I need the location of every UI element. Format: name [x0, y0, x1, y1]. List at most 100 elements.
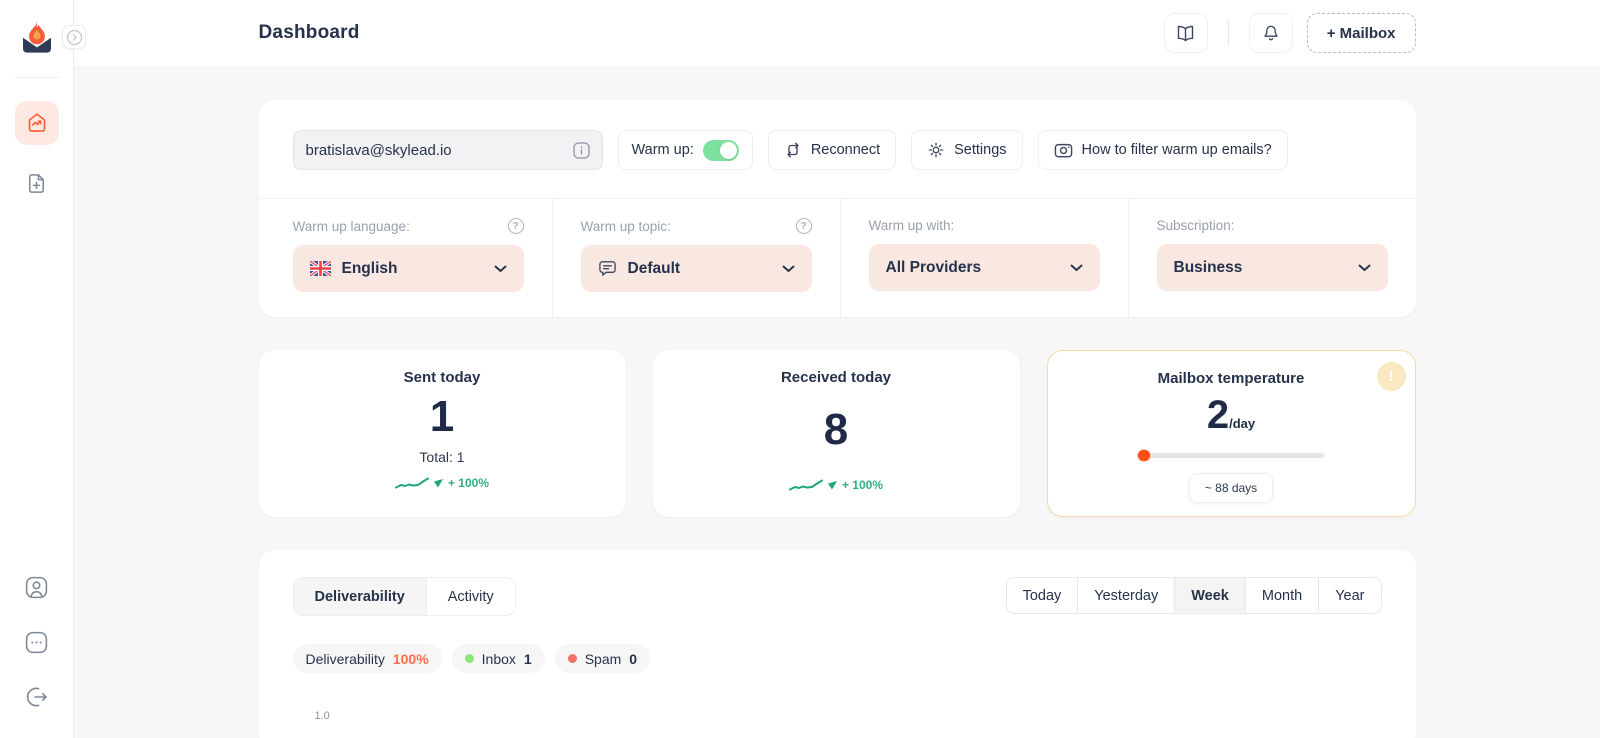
howto-filter-label: How to filter warm up emails?	[1081, 142, 1272, 158]
spam-badge: Spam 0	[554, 644, 651, 673]
sidebar-item-add-report[interactable]	[15, 161, 59, 205]
reconnect-button[interactable]: Reconnect	[767, 130, 897, 170]
received-trend: + 100%	[788, 478, 883, 492]
received-today-value: 8	[823, 405, 849, 454]
app-logo	[16, 15, 58, 61]
sidebar-item-support-chat[interactable]	[20, 625, 54, 659]
topbar: Dashboard + Ma	[74, 0, 1600, 66]
inbox-badge: Inbox 1	[451, 644, 545, 673]
filter-subscription: Subscription: Business	[1127, 199, 1416, 317]
stats-row: Sent today 1 Total: 1 + 100%	[258, 350, 1416, 517]
help-icon[interactable]: ?	[507, 218, 524, 234]
chevron-down-icon	[1358, 264, 1371, 272]
warmup-language-dropdown[interactable]: English	[292, 245, 524, 292]
spam-badge-value: 0	[629, 650, 638, 667]
inbox-badge-value: 1	[523, 650, 532, 667]
period-year[interactable]: Year	[1318, 578, 1380, 613]
settings-button[interactable]: Settings	[911, 130, 1023, 170]
filters-row: Warm up language: ?	[258, 198, 1416, 317]
trend-line-icon	[394, 477, 429, 488]
deliverability-badge-label: Deliverability	[305, 650, 385, 667]
chat-more-icon	[25, 631, 48, 653]
trend-arrow-icon	[433, 478, 443, 487]
add-mailbox-button[interactable]: + Mailbox	[1306, 13, 1416, 53]
deliverability-badge: Deliverability 100%	[292, 644, 442, 673]
sent-today-title: Sent today	[403, 369, 481, 386]
subscription-dropdown[interactable]: Business	[1156, 244, 1388, 291]
deliverability-panel: Deliverability Activity Today Yesterday …	[258, 550, 1416, 738]
warmup-label: Warm up:	[631, 142, 694, 158]
slider-thumb[interactable]	[1138, 450, 1150, 461]
warmup-topic-dropdown[interactable]: Default	[580, 245, 812, 292]
notifications-button[interactable]	[1248, 13, 1293, 53]
warmup-language-label: Warm up language:	[292, 218, 410, 234]
tab-activity[interactable]: Activity	[426, 578, 515, 615]
subscription-value: Business	[1173, 258, 1243, 276]
legend-badges: Deliverability 100% Inbox 1 Spam 0	[292, 644, 1382, 673]
sent-today-value: 1	[429, 392, 455, 441]
period-week[interactable]: Week	[1174, 578, 1245, 613]
warmup-language-value: English	[341, 259, 398, 277]
chart-y-axis-tick: 1.0	[314, 710, 330, 722]
subscription-label: Subscription:	[1156, 218, 1235, 233]
deliverability-badge-value: 100%	[392, 650, 429, 667]
reconnect-label: Reconnect	[810, 142, 881, 158]
sent-total: Total: 1	[419, 449, 465, 465]
sent-trend: + 100%	[394, 476, 490, 490]
warmup-with-value: All Providers	[885, 258, 982, 276]
warmup-with-label: Warm up with:	[868, 218, 955, 233]
account-row: Warm up: Reconnect	[259, 100, 1416, 198]
sidebar-nav	[14, 101, 59, 205]
temperature-days-pill: ~ 88 days	[1188, 473, 1274, 503]
help-icon[interactable]: ?	[795, 218, 812, 234]
sent-today-card: Sent today 1 Total: 1 + 100%	[258, 350, 626, 517]
home-trend-icon	[28, 113, 45, 132]
tab-deliverability[interactable]: Deliverability	[293, 578, 427, 615]
gear-icon	[928, 142, 944, 158]
sidebar-expand-button[interactable]	[62, 25, 86, 49]
received-today-title: Received today	[780, 369, 892, 386]
howto-filter-button[interactable]: How to filter warm up emails?	[1037, 130, 1288, 170]
logout-icon	[26, 687, 47, 707]
docs-button[interactable]	[1163, 13, 1208, 53]
book-icon	[1178, 25, 1194, 41]
trend-arrow-icon	[827, 480, 837, 489]
sidebar-bottom	[20, 570, 54, 714]
reconnect-icon	[787, 142, 799, 158]
period-today[interactable]: Today	[1022, 587, 1062, 604]
slider-track	[1138, 453, 1324, 458]
sidebar-item-logout[interactable]	[20, 680, 54, 714]
temperature-title: Mailbox temperature	[1157, 370, 1305, 387]
topbar-divider	[1227, 20, 1229, 46]
warmup-with-dropdown[interactable]: All Providers	[868, 244, 1100, 291]
warmup-control: Warm up:	[617, 130, 753, 170]
spam-dot-icon	[567, 654, 577, 663]
profile-icon	[25, 576, 48, 598]
content: Warm up: Reconnect	[74, 66, 1600, 738]
main-area: Dashboard + Ma	[74, 0, 1600, 738]
email-field[interactable]	[292, 130, 603, 170]
uk-flag-icon	[309, 261, 331, 276]
chevron-right-icon	[66, 29, 82, 45]
sent-trend-pct: + 100%	[447, 476, 490, 490]
video-tutorial-icon	[1054, 143, 1072, 157]
warmup-toggle[interactable]	[702, 139, 739, 161]
info-icon[interactable]	[572, 141, 590, 159]
chevron-down-icon	[1070, 264, 1083, 272]
email-input[interactable]	[305, 141, 573, 159]
temperature-alert-icon[interactable]: !	[1376, 362, 1406, 391]
temperature-slider[interactable]	[1138, 450, 1324, 461]
sidebar-item-dashboard[interactable]	[14, 101, 59, 145]
temperature-value: 2	[1206, 393, 1230, 437]
filter-warmup-topic: Warm up topic: ? Default	[551, 199, 840, 317]
sidebar-divider	[13, 77, 60, 78]
trend-line-icon	[788, 479, 823, 490]
period-yesterday[interactable]: Yesterday	[1077, 578, 1174, 613]
warmup-topic-label: Warm up topic:	[580, 218, 671, 234]
period-month[interactable]: Month	[1244, 578, 1318, 613]
sidebar-item-profile[interactable]	[20, 570, 54, 604]
warmup-topic-value: Default	[627, 259, 681, 277]
panel-tabs: Deliverability Activity	[292, 577, 516, 616]
page-title: Dashboard	[258, 22, 360, 43]
